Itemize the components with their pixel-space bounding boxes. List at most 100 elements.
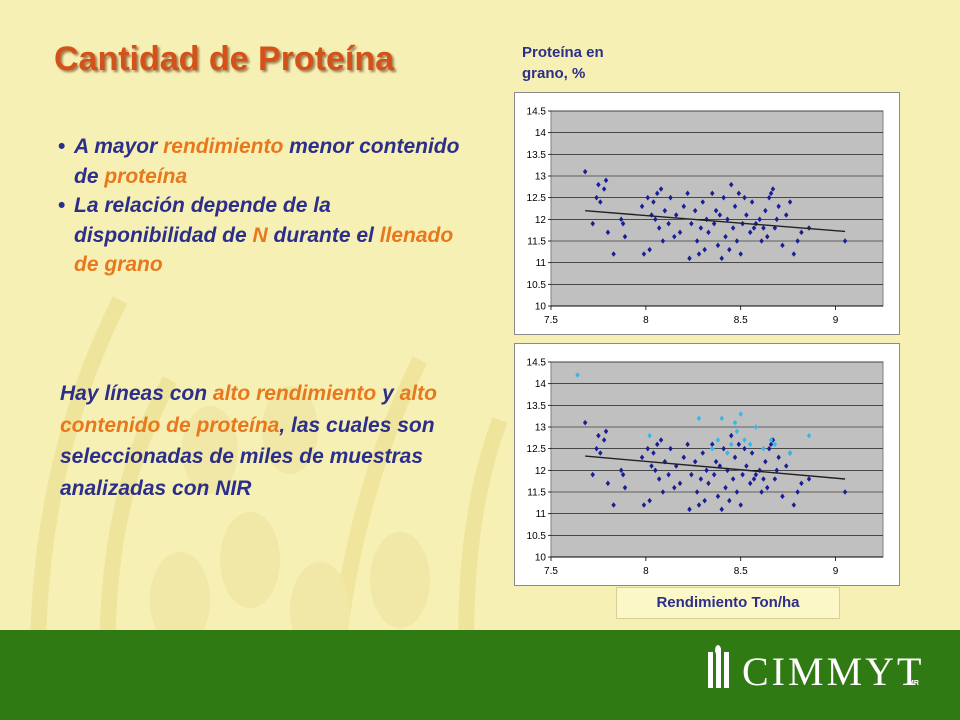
data-point [711, 471, 717, 478]
highlight-data-point [747, 441, 753, 448]
data-point [687, 255, 692, 262]
y-tick-label: 11 [536, 509, 547, 520]
data-point [605, 480, 611, 487]
data-point [768, 190, 774, 197]
y-tick-label: 12.5 [527, 193, 547, 204]
data-point [598, 450, 603, 456]
y-tick-label: 14.5 [527, 107, 547, 118]
data-point [656, 225, 662, 231]
data-point [791, 502, 797, 508]
data-point [780, 242, 785, 249]
data-point [706, 229, 711, 236]
data-point [740, 471, 745, 478]
x-tick-label: 7.5 [544, 315, 558, 326]
data-point [799, 480, 804, 487]
data-point [721, 445, 726, 452]
data-point [753, 471, 759, 478]
data-point [727, 497, 732, 504]
data-point [681, 454, 687, 461]
data-point [759, 238, 764, 244]
data-point [651, 199, 656, 205]
data-point [645, 194, 650, 201]
data-point [747, 480, 753, 487]
y-tick-label: 11 [536, 258, 547, 269]
y-tick-label: 11.5 [527, 237, 546, 248]
y-tick-label: 10 [535, 302, 547, 313]
data-point [647, 246, 652, 253]
data-point [582, 168, 588, 175]
data-point [719, 506, 724, 513]
x-tick-label: 8 [643, 315, 649, 326]
data-point [747, 229, 753, 236]
body-text: La relación depende de la disponibilidad… [74, 194, 331, 247]
data-point [787, 199, 793, 205]
data-point [649, 463, 654, 469]
data-point [730, 225, 736, 231]
highlight-data-point [768, 437, 774, 443]
bullet-item: La relación depende de la disponibilidad… [58, 191, 478, 280]
data-point [677, 229, 683, 236]
data-point [620, 220, 626, 227]
y-tick-label: 13.5 [527, 150, 547, 161]
data-point [742, 194, 747, 201]
data-point [761, 476, 766, 482]
data-point [590, 471, 595, 478]
data-point [700, 199, 706, 205]
data-point [765, 484, 770, 491]
data-point [717, 212, 723, 218]
x-tick-label: 8 [643, 566, 649, 577]
cimmyt-wheat-logo-icon [708, 645, 729, 688]
data-point [806, 476, 812, 482]
scatter-chart-2: 10 10.5 11 11.5 12 12.5 13 13.5 14 14.5 7.5 8 8.5 9 [514, 343, 900, 586]
highlight-text: proteína [104, 164, 188, 188]
data-point [618, 467, 624, 474]
data-point [732, 454, 738, 461]
data-point [582, 419, 588, 426]
y-tick-label: 14.5 [527, 358, 547, 369]
body-text: Hay líneas con [60, 382, 213, 405]
data-point [759, 489, 764, 495]
footer-band [0, 630, 960, 720]
data-point [689, 471, 694, 478]
body-text: , las cuales son seleccionadas de miles … [60, 413, 435, 500]
data-point [751, 476, 757, 482]
data-point [723, 484, 728, 491]
data-point [681, 203, 687, 210]
x-tick-label: 7.5 [544, 566, 558, 577]
data-point [702, 246, 707, 253]
selection-paragraph: Hay líneas con alto rendimiento y alto c… [60, 378, 500, 504]
data-point [732, 203, 738, 210]
data-point [776, 454, 781, 461]
data-point [687, 506, 692, 513]
y-tick-label: 14 [535, 379, 547, 390]
data-point [658, 437, 664, 443]
x-tick-label: 8.5 [734, 566, 748, 577]
data-point [655, 441, 660, 448]
data-point [799, 229, 804, 236]
plot-area [550, 361, 884, 558]
x-axis-label: Rendimiento Ton/ha [616, 587, 840, 619]
highlight-text: llenado de grano [74, 223, 454, 277]
y-tick-label: 12 [535, 466, 547, 477]
data-point [601, 437, 607, 443]
highlight-data-point [753, 424, 759, 430]
data-point [749, 450, 755, 456]
data-point [660, 489, 666, 495]
data-point [698, 225, 704, 231]
highlight-data-point [696, 415, 702, 422]
data-point [780, 493, 785, 500]
highlight-data-point [715, 437, 721, 443]
data-point [715, 493, 721, 500]
highlight-data-point [575, 372, 580, 378]
data-point [770, 186, 776, 192]
data-point [715, 242, 721, 249]
data-point [677, 480, 683, 487]
data-point [711, 220, 717, 227]
body-text: durante el [267, 223, 380, 247]
data-point [689, 220, 694, 227]
trendline [585, 455, 846, 480]
y-axis-label: Proteína en grano, % [522, 44, 604, 82]
data-point [611, 502, 616, 508]
x-tick-label: 9 [833, 566, 839, 577]
